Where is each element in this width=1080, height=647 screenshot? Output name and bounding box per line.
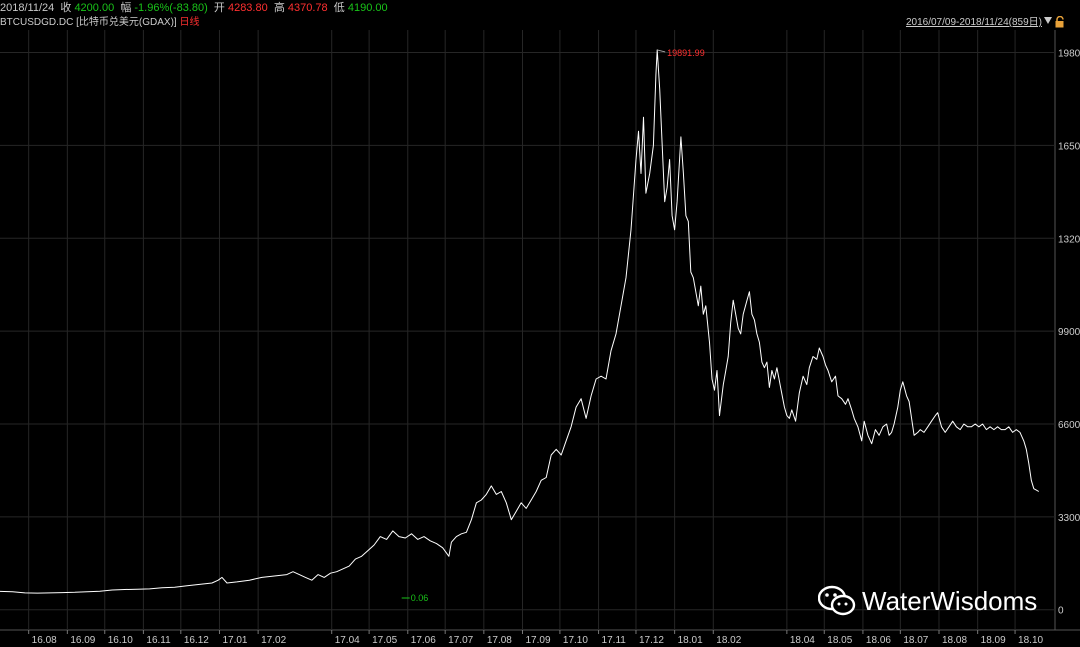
low-label: 0.06 xyxy=(411,593,429,603)
quote-date: 2018/11/24 xyxy=(0,2,55,14)
high-label: 19891.99 xyxy=(667,48,705,58)
y-tick-label: 16500 xyxy=(1058,141,1080,152)
x-tick-label: 17.02 xyxy=(261,635,286,646)
x-tick-label: 18.08 xyxy=(942,635,967,646)
date-range[interactable]: 2016/07/09-2018/11/24(859日) xyxy=(905,17,1042,28)
symbol-line: BTCUSDGD.DC [比特币兑美元(GDAX)] 日线 xyxy=(0,16,199,30)
range-dropdown-icon[interactable] xyxy=(1044,17,1052,24)
y-tick-label: 6600 xyxy=(1058,420,1080,431)
x-tick-label: 17.09 xyxy=(525,635,550,646)
change-value: -1.96%(-83.80) xyxy=(134,2,208,14)
x-tick-label: 18.01 xyxy=(678,635,703,646)
low-value: 4190.00 xyxy=(347,2,388,14)
open-label: 开 xyxy=(213,2,225,14)
x-tick-label: 18.02 xyxy=(716,635,741,646)
x-tick-label: 16.11 xyxy=(146,635,171,646)
x-tick-label: 18.07 xyxy=(903,635,928,646)
watermark-text: WaterWisdoms xyxy=(862,585,1038,616)
y-tick-label: 3300 xyxy=(1058,513,1080,524)
chart-grid xyxy=(0,30,1080,631)
x-tick-label: 17.05 xyxy=(372,635,397,646)
high-label: 高 xyxy=(273,2,285,14)
price-series xyxy=(0,49,1040,594)
y-tick-label: 9900 xyxy=(1058,327,1080,338)
low-label: 低 xyxy=(333,2,345,14)
close-label: 收 xyxy=(60,2,72,14)
x-tick-label: 17.04 xyxy=(335,635,360,646)
y-tick-label: 13200 xyxy=(1058,234,1080,245)
x-tick-label: 18.09 xyxy=(981,635,1006,646)
high-value: 4370.78 xyxy=(287,2,328,14)
period-label[interactable]: 日线 xyxy=(179,17,200,28)
chart-annotations: 19891.99 0.06 xyxy=(401,48,705,603)
x-tick-label: 17.11 xyxy=(602,635,627,646)
x-tick-label: 17.06 xyxy=(411,635,436,646)
close-value: 4200.00 xyxy=(74,2,115,14)
wechat-icon xyxy=(818,585,856,616)
x-tick-label: 16.12 xyxy=(184,635,209,646)
x-tick-label: 18.06 xyxy=(866,635,891,646)
lock-icon[interactable] xyxy=(1055,16,1066,28)
y-tick-label: 0 xyxy=(1058,606,1064,617)
symbol-name: [比特币兑美元(GDAX)] xyxy=(76,17,177,28)
x-tick-label: 16.08 xyxy=(32,635,57,646)
x-tick-label: 17.12 xyxy=(639,635,664,646)
x-tick-label: 18.05 xyxy=(827,635,852,646)
x-tick-label: 17.10 xyxy=(563,635,588,646)
high-marker xyxy=(657,49,666,53)
x-tick-label: 17.07 xyxy=(448,635,473,646)
symbol-code: BTCUSDGD.DC xyxy=(0,17,74,28)
x-tick-label: 17.08 xyxy=(487,635,512,646)
open-value: 4283.80 xyxy=(227,2,268,14)
series-line-0 xyxy=(0,49,1040,594)
x-tick-label: 18.04 xyxy=(790,635,815,646)
x-tick-label: 16.10 xyxy=(108,635,133,646)
x-tick-label: 17.01 xyxy=(222,635,247,646)
quote-bar: 2018/11/24 收 4200.00 幅 -1.96%(-83.80) 开 … xyxy=(0,0,1080,16)
change-label: 幅 xyxy=(120,2,132,14)
x-tick-label: 18.10 xyxy=(1018,635,1043,646)
y-axis: 0 3300 6600 9900 13200 16500 19800 xyxy=(1058,49,1080,617)
y-tick-label: 19800 xyxy=(1058,49,1080,60)
x-tick-label: 16.09 xyxy=(70,635,95,646)
watermark: WaterWisdoms xyxy=(818,583,1037,619)
x-axis: 16.08 16.09 16.10 16.11 16.12 17.01 17.02 17.04… xyxy=(28,630,1044,646)
